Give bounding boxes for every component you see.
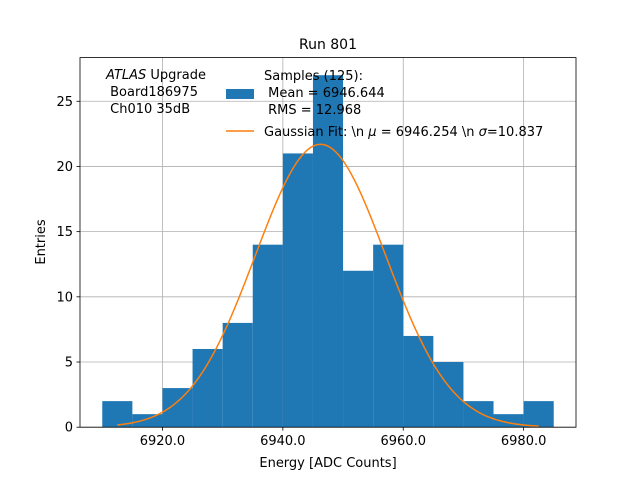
x-axis-ticks: 6920.0 6940.0 6960.0 6980.0 (140, 427, 547, 449)
y-axis-ticks: 0 5 10 15 20 25 (56, 95, 80, 436)
legend-hist-label-3: RMS = 12.968 (264, 103, 361, 118)
x-tick-label: 6940.0 (260, 434, 306, 449)
y-tick-label: 20 (56, 160, 73, 175)
histogram-bars (102, 75, 554, 428)
gaussian-fit-curve (117, 143, 539, 427)
x-tick-label: 6980.0 (501, 434, 547, 449)
annotation-line-3: Ch010 35dB (106, 102, 190, 117)
histogram-bar (312, 75, 344, 428)
histogram-bar (403, 335, 434, 428)
atlas-annotation: ATLAS Upgrade Board186975 Ch010 35dB (105, 68, 206, 117)
chart-title: Run 801 (299, 37, 357, 53)
histogram-bar (222, 322, 253, 428)
legend: Samples (125): Mean = 6946.644 RMS = 12.… (226, 69, 543, 140)
annotation-line-2: Board186975 (106, 85, 198, 100)
x-axis-label: Energy [ADC Counts] (259, 456, 396, 471)
y-axis-label: Entries (34, 219, 49, 265)
plot-frame (79, 57, 577, 428)
histogram-bar (282, 153, 313, 428)
legend-fit-label: Gaussian Fit: \n μ = 6946.254 \n σ=10.83… (264, 125, 543, 140)
legend-hist-label-1: Samples (125): (264, 69, 363, 84)
y-tick-label: 15 (56, 225, 73, 240)
legend-hist-label-2: Mean = 6946.644 (264, 86, 385, 101)
x-tick-label: 6960.0 (380, 434, 426, 449)
x-tick-label: 6920.0 (140, 434, 186, 449)
histogram-bar (132, 414, 163, 428)
histogram-bar (162, 388, 193, 428)
y-tick-label: 25 (56, 95, 73, 110)
histogram-bar (343, 270, 374, 428)
y-tick-label: 5 (65, 356, 73, 371)
histogram-bar (102, 401, 133, 428)
histogram-bar (252, 244, 283, 428)
legend-hist-swatch (226, 89, 254, 99)
histogram-bar (523, 401, 554, 428)
y-tick-label: 0 (65, 421, 73, 436)
histogram-bar (373, 244, 404, 428)
annotation-line-1: ATLAS Upgrade (105, 68, 206, 83)
histogram-bar (192, 348, 223, 428)
y-tick-label: 10 (56, 290, 73, 305)
